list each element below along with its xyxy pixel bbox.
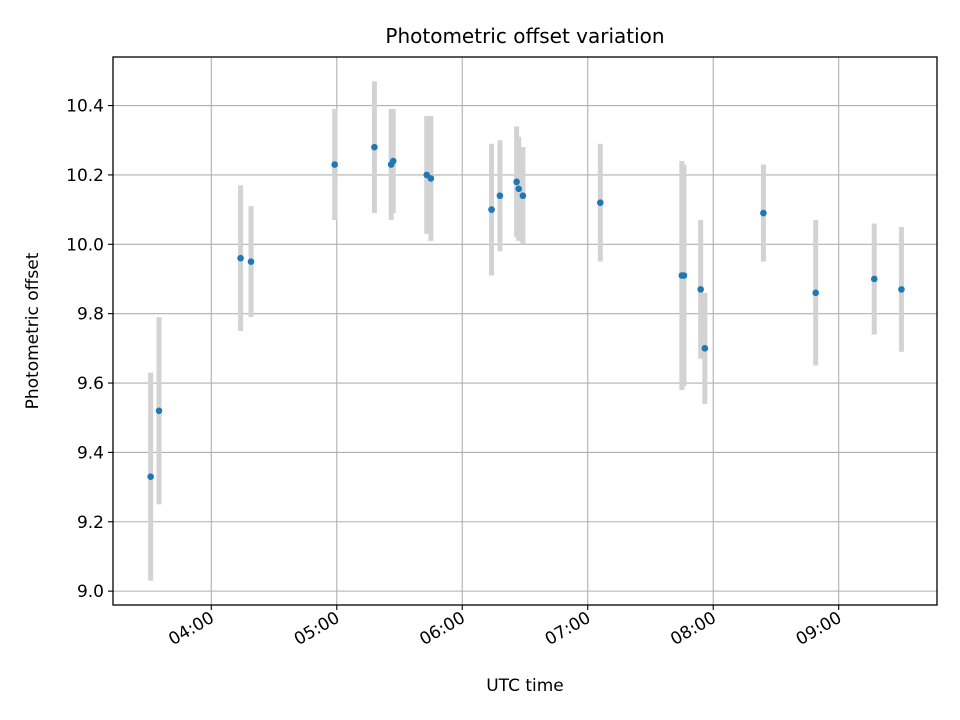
y-tick-label: 9.4 xyxy=(77,443,104,463)
data-point xyxy=(488,206,495,213)
data-point xyxy=(331,161,338,168)
y-tick-label: 10.0 xyxy=(66,235,104,255)
data-point xyxy=(389,157,397,165)
y-tick-label: 10.4 xyxy=(66,97,104,117)
data-point xyxy=(247,258,255,265)
data-point xyxy=(237,254,244,262)
data-point xyxy=(519,192,527,200)
data-point xyxy=(596,199,604,206)
data-point xyxy=(870,275,878,283)
data-point xyxy=(427,175,435,182)
data-point xyxy=(155,407,163,415)
data-point xyxy=(697,286,704,293)
data-point xyxy=(496,192,504,200)
data-point xyxy=(898,286,905,293)
data-point xyxy=(812,289,820,297)
y-tick-label: 9.2 xyxy=(77,513,104,533)
data-point xyxy=(515,185,523,193)
data-point xyxy=(371,143,378,151)
y-tick-label: 10.2 xyxy=(66,166,104,186)
grid xyxy=(113,57,937,605)
y-tick-label: 9.0 xyxy=(77,582,104,602)
y-tick-label: 9.6 xyxy=(77,374,104,394)
plot-area-frame xyxy=(112,56,938,606)
data-point xyxy=(760,209,767,217)
y-axis-title: Photometric offset xyxy=(23,252,43,409)
data-point xyxy=(147,473,154,480)
data-point xyxy=(680,272,688,279)
y-tick-label: 9.8 xyxy=(77,305,104,325)
data-points xyxy=(147,143,905,480)
data-point xyxy=(513,178,520,186)
chart-title: Photometric offset variation xyxy=(385,24,664,48)
data-point xyxy=(701,345,709,352)
x-axis-title: UTC time xyxy=(486,676,564,696)
